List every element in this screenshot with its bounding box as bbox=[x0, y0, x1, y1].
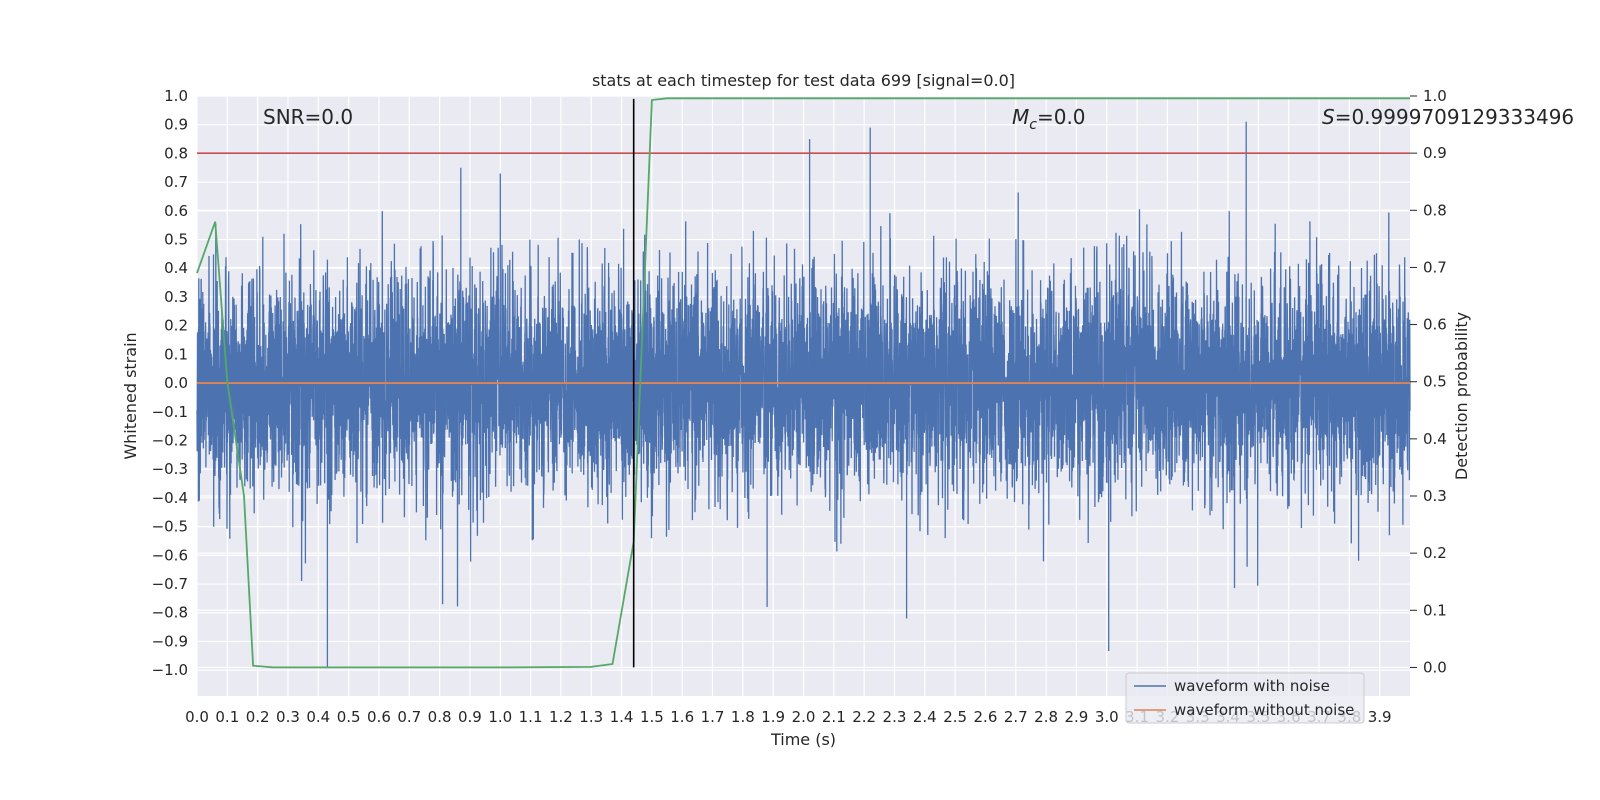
y-tick-label: 1.0 bbox=[164, 87, 188, 105]
y-tick-label: 0.7 bbox=[164, 173, 188, 191]
annotation-chirp-mass: Mc=0.0 bbox=[1012, 105, 1086, 133]
series-line-waveform-with-noise bbox=[196, 121, 1411, 668]
y2-tick-label: 0.6 bbox=[1423, 316, 1447, 334]
annotation-mc-subscript: c bbox=[1029, 117, 1037, 133]
y-axis-ticks: −1.0 −0.9 −0.8 −0.7 −0.6 −0.5 −0.4 −0.3 −0.2 −0.1… bbox=[152, 87, 188, 679]
annotation-mc-value: =0.0 bbox=[1037, 105, 1086, 129]
x-tick-label: 0.1 bbox=[215, 708, 239, 726]
x-tick-label: 1.8 bbox=[731, 708, 755, 726]
chart-title: stats at each timestep for test data 699… bbox=[592, 71, 1015, 90]
x-tick-label: 0.8 bbox=[428, 708, 452, 726]
x-tick-label: 2.3 bbox=[883, 708, 907, 726]
legend: waveform with noise waveform without noi… bbox=[1125, 672, 1365, 724]
x-tick-label: 2.6 bbox=[974, 708, 998, 726]
y-tick-label: 0.9 bbox=[164, 116, 188, 134]
x-tick-label: 0.7 bbox=[397, 708, 421, 726]
y2-tick-label: 0.4 bbox=[1423, 430, 1447, 448]
x-tick-label: 1.2 bbox=[549, 708, 573, 726]
y2-tick-label: 0.2 bbox=[1423, 544, 1447, 562]
y2-tick-label: 0.3 bbox=[1423, 487, 1447, 505]
y2-tick-label: 0.7 bbox=[1423, 258, 1447, 276]
y2-tick-label: 0.1 bbox=[1423, 601, 1447, 619]
x-tick-label: 2.8 bbox=[1034, 708, 1058, 726]
x-tick-label: 0.0 bbox=[185, 708, 209, 726]
x-tick-label: 2.9 bbox=[1064, 708, 1088, 726]
y-tick-label: −0.4 bbox=[152, 489, 188, 507]
x-tick-label: 1.4 bbox=[610, 708, 634, 726]
chart-marks bbox=[196, 97, 1410, 669]
x-tick-label: 1.7 bbox=[701, 708, 725, 726]
x-tick-label: 2.0 bbox=[792, 708, 816, 726]
x-tick-label: 1.6 bbox=[670, 708, 694, 726]
y-tick-label: 0.1 bbox=[164, 345, 188, 363]
annotation-s-symbol: S bbox=[1322, 105, 1335, 129]
y2-axis-label: Detection probability bbox=[1452, 312, 1471, 480]
y-tick-label: −0.6 bbox=[152, 546, 188, 564]
legend-box bbox=[1125, 672, 1365, 724]
plot-area bbox=[196, 95, 1411, 696]
y-tick-label: −0.5 bbox=[152, 518, 188, 536]
y2-tick-label: 0.9 bbox=[1423, 144, 1447, 162]
x-tick-label: 0.9 bbox=[458, 708, 482, 726]
y-tick-label: −0.8 bbox=[152, 604, 188, 622]
x-tick-label: 2.7 bbox=[1004, 708, 1028, 726]
legend-label-waveform-without-noise: waveform without noise bbox=[1174, 701, 1354, 719]
y2-tick-label: 0.0 bbox=[1423, 658, 1447, 676]
annotation-s-value: =0.9999709129333496 bbox=[1335, 105, 1574, 129]
y-tick-label: 0.5 bbox=[164, 231, 188, 249]
y2-tick-label: 0.5 bbox=[1423, 373, 1447, 391]
series-waveform-with-noise bbox=[196, 121, 1411, 668]
x-tick-label: 0.5 bbox=[337, 708, 361, 726]
y-tick-label: −0.2 bbox=[152, 431, 188, 449]
x-tick-label: 0.6 bbox=[367, 708, 391, 726]
x-tick-label: 1.5 bbox=[640, 708, 664, 726]
x-tick-label: 1.0 bbox=[488, 708, 512, 726]
y-tick-label: −0.9 bbox=[152, 632, 188, 650]
x-tick-label: 2.5 bbox=[943, 708, 967, 726]
y-tick-label: 0.4 bbox=[164, 259, 188, 277]
annotation-mc-symbol: M bbox=[1012, 105, 1029, 129]
x-tick-label: 1.9 bbox=[761, 708, 785, 726]
series-line-detection-probability bbox=[196, 97, 1410, 669]
y-tick-label: 0.2 bbox=[164, 317, 188, 335]
y2-tick-label: 0.8 bbox=[1423, 201, 1447, 219]
y2-axis-ticks: 0.0 0.1 0.2 0.3 0.4 0.5 0.6 0.7 0.8 0.9 1.0 bbox=[1410, 87, 1447, 676]
x-tick-label: 0.3 bbox=[276, 708, 300, 726]
y-tick-label: 0.8 bbox=[164, 144, 188, 162]
y-tick-label: 0.3 bbox=[164, 288, 188, 306]
x-tick-label: 2.4 bbox=[913, 708, 937, 726]
annotation-snr: SNR=0.0 bbox=[263, 105, 353, 129]
legend-label-waveform-with-noise: waveform with noise bbox=[1174, 677, 1330, 695]
annotation-score: S=0.9999709129333496 bbox=[1322, 105, 1574, 129]
y-tick-label: −1.0 bbox=[152, 661, 188, 679]
y-tick-label: −0.1 bbox=[152, 403, 188, 421]
x-tick-label: 0.4 bbox=[306, 708, 330, 726]
y-tick-label: 0.0 bbox=[164, 374, 188, 392]
y-tick-label: 0.6 bbox=[164, 202, 188, 220]
x-tick-label: 2.2 bbox=[852, 708, 876, 726]
x-axis-label: Time (s) bbox=[770, 730, 836, 749]
x-tick-label: 3.0 bbox=[1095, 708, 1119, 726]
x-tick-label: 2.1 bbox=[822, 708, 846, 726]
x-tick-label: 1.3 bbox=[579, 708, 603, 726]
y2-tick-label: 1.0 bbox=[1423, 87, 1447, 105]
x-tick-label: 1.1 bbox=[519, 708, 543, 726]
y-axis-label: Whitened strain bbox=[121, 332, 140, 459]
y-tick-label: −0.3 bbox=[152, 460, 188, 478]
x-tick-label: 0.2 bbox=[246, 708, 270, 726]
y-tick-label: −0.7 bbox=[152, 575, 188, 593]
x-tick-label: 3.9 bbox=[1368, 708, 1392, 726]
